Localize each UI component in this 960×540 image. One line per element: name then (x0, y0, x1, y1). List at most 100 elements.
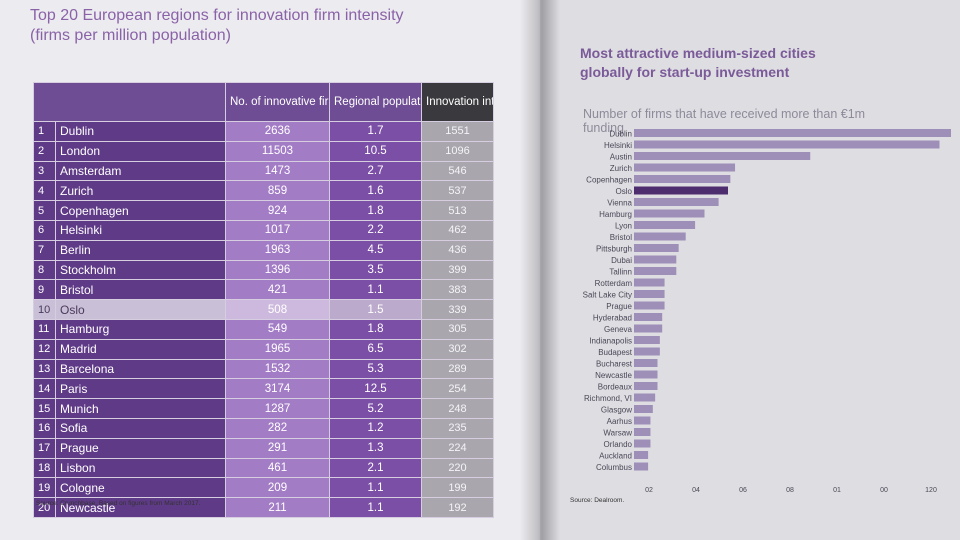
intensity-cell: 339 (421, 299, 494, 320)
population-cell: 1.7 (329, 121, 422, 142)
population-cell: 1.1 (329, 279, 422, 301)
category-label: Columbus (596, 463, 632, 472)
population-cell: 2.1 (329, 457, 422, 479)
table-row: 3 Amsterdam 1473 2.7 546 (33, 160, 494, 182)
table-row: 19 Cologne 209 1.1 199 (33, 477, 494, 499)
bar (634, 416, 651, 425)
regions-table: No. of innovative firms Regional populat… (33, 82, 494, 518)
bar (634, 347, 660, 356)
region-cell: Hamburg (55, 318, 226, 340)
rank-cell: 4 (33, 180, 56, 202)
table-row: 13 Barcelona 1532 5.3 289 (33, 358, 494, 380)
x-tick-label: 04 (692, 487, 700, 494)
x-tick-label: 08 (786, 487, 794, 494)
chart-source: Source: Dealroom. (570, 497, 625, 504)
table-row: 18 Lisbon 461 2.1 220 (33, 457, 494, 479)
population-cell: 1.2 (329, 417, 422, 439)
intensity-cell: 462 (421, 219, 494, 241)
population-cell: 1.8 (329, 318, 422, 340)
category-label: Bristol (610, 233, 632, 242)
category-label: Tallinn (609, 268, 632, 277)
category-label: Rotterdam (595, 279, 633, 288)
firms-cell: 924 (225, 200, 330, 221)
firms-cell: 461 (225, 457, 330, 479)
population-cell: 1.5 (329, 299, 422, 320)
bar (634, 405, 653, 413)
category-label: Lyon (615, 222, 632, 231)
category-label: Bordeaux (598, 383, 632, 392)
region-cell: Paris (55, 378, 226, 400)
population-cell: 1.3 (329, 437, 422, 459)
bar (634, 462, 649, 471)
category-label: Zurich (610, 164, 632, 173)
intensity-cell: 383 (421, 279, 494, 301)
region-cell: Sofia (55, 417, 226, 439)
region-cell: Copenhagen (55, 200, 226, 221)
bar (634, 301, 665, 310)
table-header-row: No. of innovative firms Regional populat… (33, 82, 494, 122)
bar (634, 255, 677, 264)
category-label: Prague (606, 302, 632, 311)
firms-cell: 282 (225, 417, 330, 439)
category-label: Austin (610, 153, 632, 162)
region-cell: Prague (55, 437, 226, 459)
population-cell: 1.8 (329, 200, 422, 221)
firms-cell: 3174 (225, 378, 330, 400)
table-row: 5 Copenhagen 924 1.8 513 (33, 200, 494, 221)
intensity-cell: 220 (421, 457, 494, 479)
rank-cell: 10 (33, 299, 56, 320)
region-cell: Berlin (55, 239, 226, 261)
table-title: Top 20 European regions for innovation f… (30, 6, 500, 46)
bar (634, 232, 686, 241)
population-cell: 1.1 (329, 477, 422, 499)
region-cell: Dublin (55, 121, 226, 142)
x-tick-label: 02 (645, 487, 653, 494)
region-cell: Madrid (55, 338, 226, 360)
firms-cell: 211 (225, 497, 330, 518)
population-cell: 4.5 (329, 239, 422, 261)
firms-cell: 1965 (225, 338, 330, 360)
firms-cell: 1017 (225, 219, 330, 241)
rank-cell: 8 (33, 259, 56, 281)
header-population: Regional population (329, 82, 422, 122)
rank-cell: 9 (33, 279, 56, 301)
table-row: 16 Sofia 282 1.2 235 (33, 417, 494, 439)
category-label: Bucharest (596, 360, 633, 369)
category-label: Indianapolis (589, 337, 632, 346)
category-label: Hamburg (599, 210, 632, 219)
firms-cell: 1532 (225, 358, 330, 380)
category-label: Orlando (604, 440, 633, 449)
table-row: 10 Oslo 508 1.5 339 (33, 299, 494, 320)
intensity-cell: 436 (421, 239, 494, 261)
firms-cell: 2636 (225, 121, 330, 142)
category-label: Warsaw (603, 429, 632, 438)
rank-cell: 7 (33, 239, 56, 261)
firms-cell: 859 (225, 180, 330, 202)
intensity-cell: 546 (421, 160, 494, 182)
intensity-cell: 1096 (421, 140, 494, 162)
category-label: Helsinki (604, 141, 632, 150)
header-firms: No. of innovative firms (225, 82, 330, 122)
region-cell: Munich (55, 398, 226, 419)
category-label: Dublin (609, 130, 632, 139)
region-cell: Bristol (55, 279, 226, 301)
right-page (540, 0, 960, 540)
firms-cell: 421 (225, 279, 330, 301)
category-label: Auckland (599, 452, 632, 461)
intensity-cell: 302 (421, 338, 494, 360)
rank-cell: 2 (33, 140, 56, 162)
intensity-cell: 248 (421, 398, 494, 419)
category-label: Oslo (616, 187, 633, 196)
firms-cell: 549 (225, 318, 330, 340)
table-row: 17 Prague 291 1.3 224 (33, 437, 494, 459)
intensity-cell: 192 (421, 497, 494, 518)
table-row: 8 Stockholm 1396 3.5 399 (33, 259, 494, 281)
table-row: 2 London 11503 10.5 1096 (33, 140, 494, 162)
table-row: 14 Paris 3174 12.5 254 (33, 378, 494, 400)
firms-cell: 291 (225, 437, 330, 459)
category-label: Glasgow (601, 406, 632, 415)
table-body: 1 Dublin 2636 1.7 1551 2 London 11503 10.5 1096 3 A… (33, 121, 494, 518)
table-row: 15 Munich 1287 5.2 248 (33, 398, 494, 419)
table-row: 1 Dublin 2636 1.7 1551 (33, 121, 494, 142)
bar (634, 129, 951, 137)
